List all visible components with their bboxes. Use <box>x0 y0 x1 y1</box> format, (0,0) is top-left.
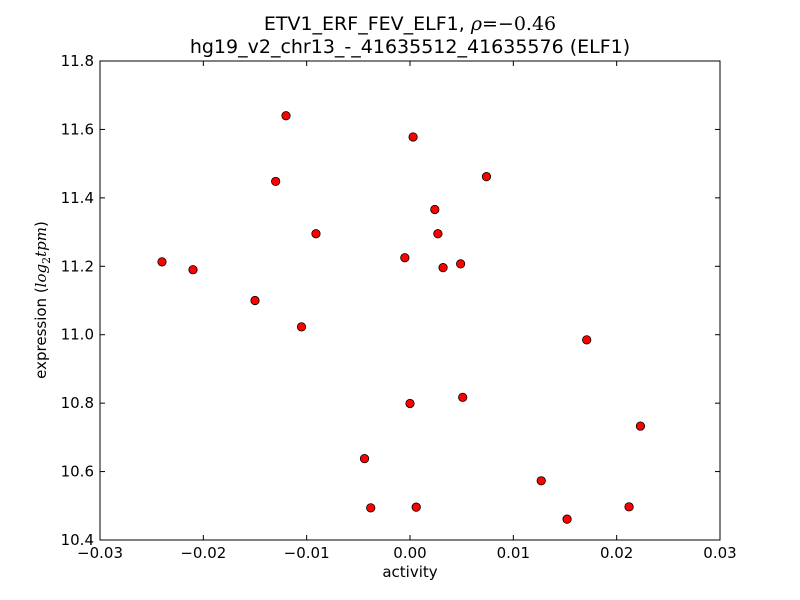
plot-area-frame <box>99 60 721 541</box>
ylabel-prefix: expression ( <box>32 287 50 379</box>
scatter-point <box>536 476 546 486</box>
ylabel-tpm: tpm <box>32 227 50 257</box>
scatter-point <box>438 263 448 273</box>
scatter-point <box>635 421 646 431</box>
y-tick-labels: 10.4 10.6 10.8 11.0 11.2 11.4 11.6 11.8 <box>61 52 94 549</box>
data-points <box>157 111 646 524</box>
scatter-point <box>405 398 415 409</box>
scatter-point <box>250 295 260 306</box>
scatter-point <box>582 335 592 345</box>
scatter-point <box>408 132 418 142</box>
y-tick-label: 11.4 <box>61 189 94 207</box>
y-tick-label: 11.8 <box>61 52 94 70</box>
x-tick-labels: −0.03 −0.02 −0.01 0.00 0.01 0.02 0.03 <box>77 544 737 562</box>
title-equals: = <box>482 13 498 35</box>
title-prefix: ETV1_ERF_FEV_ELF1, <box>264 13 471 35</box>
scatter-point <box>296 322 307 332</box>
scatter-point <box>458 392 468 402</box>
axis-ticks <box>99 60 721 541</box>
x-tick-label: −0.01 <box>284 544 330 562</box>
x-axis-label: activity <box>382 563 437 581</box>
scatter-point <box>157 257 167 267</box>
y-tick-label: 11.2 <box>61 257 94 275</box>
scatter-point <box>433 229 443 239</box>
scatter-point <box>311 229 321 239</box>
scatter-point <box>188 265 198 275</box>
scatter-point <box>456 259 466 269</box>
ylabel-log-subscript: 2 <box>40 257 53 264</box>
y-tick-label: 10.4 <box>61 531 94 549</box>
x-tick-label: 0.03 <box>703 544 736 562</box>
chart-title-line1: ETV1_ERF_FEV_ELF1, ρ=−0.46 <box>264 13 556 35</box>
chart-title-line2: hg19_v2_chr13_-_41635512_41635576 (ELF1) <box>190 36 630 58</box>
title-rho-value: −0.46 <box>498 13 556 35</box>
y-tick-label: 11.6 <box>61 120 94 138</box>
ylabel-suffix: ) <box>32 221 50 227</box>
scatter-point <box>481 172 492 182</box>
scatter-point <box>562 514 572 524</box>
y-tick-label: 10.6 <box>61 463 94 481</box>
y-tick-label: 11.0 <box>61 326 94 344</box>
scatter-point <box>400 253 410 263</box>
scatter-point <box>624 502 634 512</box>
scatter-point <box>366 503 376 513</box>
x-tick-label: 0.02 <box>600 544 633 562</box>
ylabel-log: log <box>32 264 50 287</box>
scatter-point <box>271 176 281 187</box>
y-axis-label: expression (log2tpm) <box>32 221 53 379</box>
scatter-point <box>411 502 421 512</box>
scatter-point <box>281 111 291 121</box>
y-tick-label: 10.8 <box>61 394 94 412</box>
scatter-point <box>430 204 440 215</box>
scatter-point <box>359 453 370 464</box>
x-tick-label: −0.02 <box>180 544 226 562</box>
x-tick-label: 0.00 <box>393 544 426 562</box>
x-tick-label: 0.01 <box>497 544 530 562</box>
title-rho: ρ <box>470 13 483 35</box>
x-tick-label: −0.03 <box>77 544 123 562</box>
